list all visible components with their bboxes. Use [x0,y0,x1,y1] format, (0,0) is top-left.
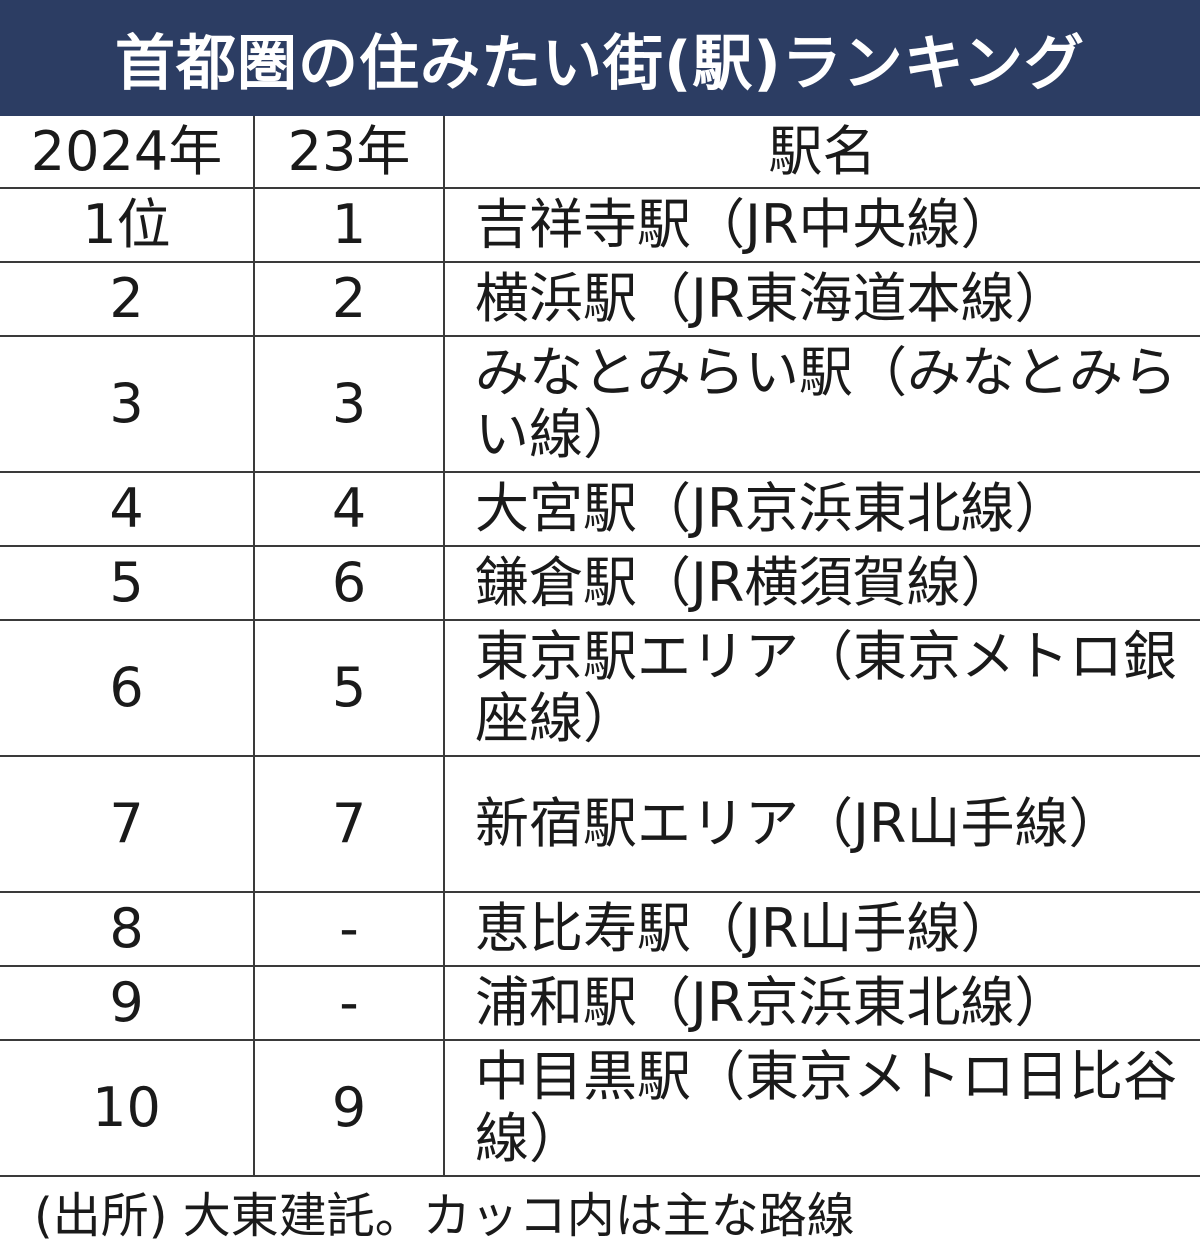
rank-2023-cell: 2 [253,261,445,337]
station-cell: 新宿駅エリア（JR山手線） [443,755,1200,893]
rank-2024-cell: 6 [0,619,255,757]
station-cell: 横浜駅（JR東海道本線） [443,261,1200,337]
rank-2023-cell: 1 [253,187,445,263]
rank-2024-cell: 3 [0,335,255,473]
station-cell: 鎌倉駅（JR横須賀線） [443,545,1200,621]
rank-2023-cell: 3 [253,335,445,473]
table-row: 3 3 みなとみらい駅（みなとみらい線） [0,335,1200,473]
rank-2023-cell: - [253,891,445,967]
rank-2024-cell: 4 [0,471,255,547]
station-cell: 浦和駅（JR京浜東北線） [443,965,1200,1041]
table-row: 5 6 鎌倉駅（JR横須賀線） [0,545,1200,621]
table-row: 8 - 恵比寿駅（JR山手線） [0,891,1200,967]
chart-title: 首都圏の住みたい街(駅)ランキング [0,0,1200,116]
rank-2024-cell: 5 [0,545,255,621]
rank-2024-cell: 9 [0,965,255,1041]
header-2024: 2024年 [0,116,255,189]
source-note: (出所) 大東建託。カッコ内は主な路線 [34,1188,855,1244]
rank-2023-cell: - [253,965,445,1041]
table-row: 2 2 横浜駅（JR東海道本線） [0,261,1200,337]
header-station: 駅名 [443,116,1200,189]
ranking-table: 2024年 23年 駅名 1位 1 吉祥寺駅（JR中央線） 2 2 横浜駅（JR… [0,116,1200,1177]
table-header-row: 2024年 23年 駅名 [0,116,1200,189]
rank-2024-cell: 1位 [0,187,255,263]
station-cell: 吉祥寺駅（JR中央線） [443,187,1200,263]
table-row: 1位 1 吉祥寺駅（JR中央線） [0,187,1200,263]
rank-2023-cell: 5 [253,619,445,757]
table-row: 7 7 新宿駅エリア（JR山手線） [0,755,1200,893]
rank-2024-cell: 2 [0,261,255,337]
rank-2023-cell: 6 [253,545,445,621]
rank-2023-cell: 7 [253,755,445,893]
table-row: 10 9 中目黒駅（東京メトロ日比谷線） [0,1039,1200,1177]
header-2023: 23年 [253,116,445,189]
rank-2023-cell: 4 [253,471,445,547]
station-cell: 恵比寿駅（JR山手線） [443,891,1200,967]
station-cell: みなとみらい駅（みなとみらい線） [443,335,1200,473]
rank-2023-cell: 9 [253,1039,445,1177]
table-row: 4 4 大宮駅（JR京浜東北線） [0,471,1200,547]
station-cell: 中目黒駅（東京メトロ日比谷線） [443,1039,1200,1177]
station-cell: 東京駅エリア（東京メトロ銀座線） [443,619,1200,757]
station-cell: 大宮駅（JR京浜東北線） [443,471,1200,547]
rank-2024-cell: 10 [0,1039,255,1177]
table-row: 6 5 東京駅エリア（東京メトロ銀座線） [0,619,1200,757]
table-row: 9 - 浦和駅（JR京浜東北線） [0,965,1200,1041]
rank-2024-cell: 7 [0,755,255,893]
rank-2024-cell: 8 [0,891,255,967]
